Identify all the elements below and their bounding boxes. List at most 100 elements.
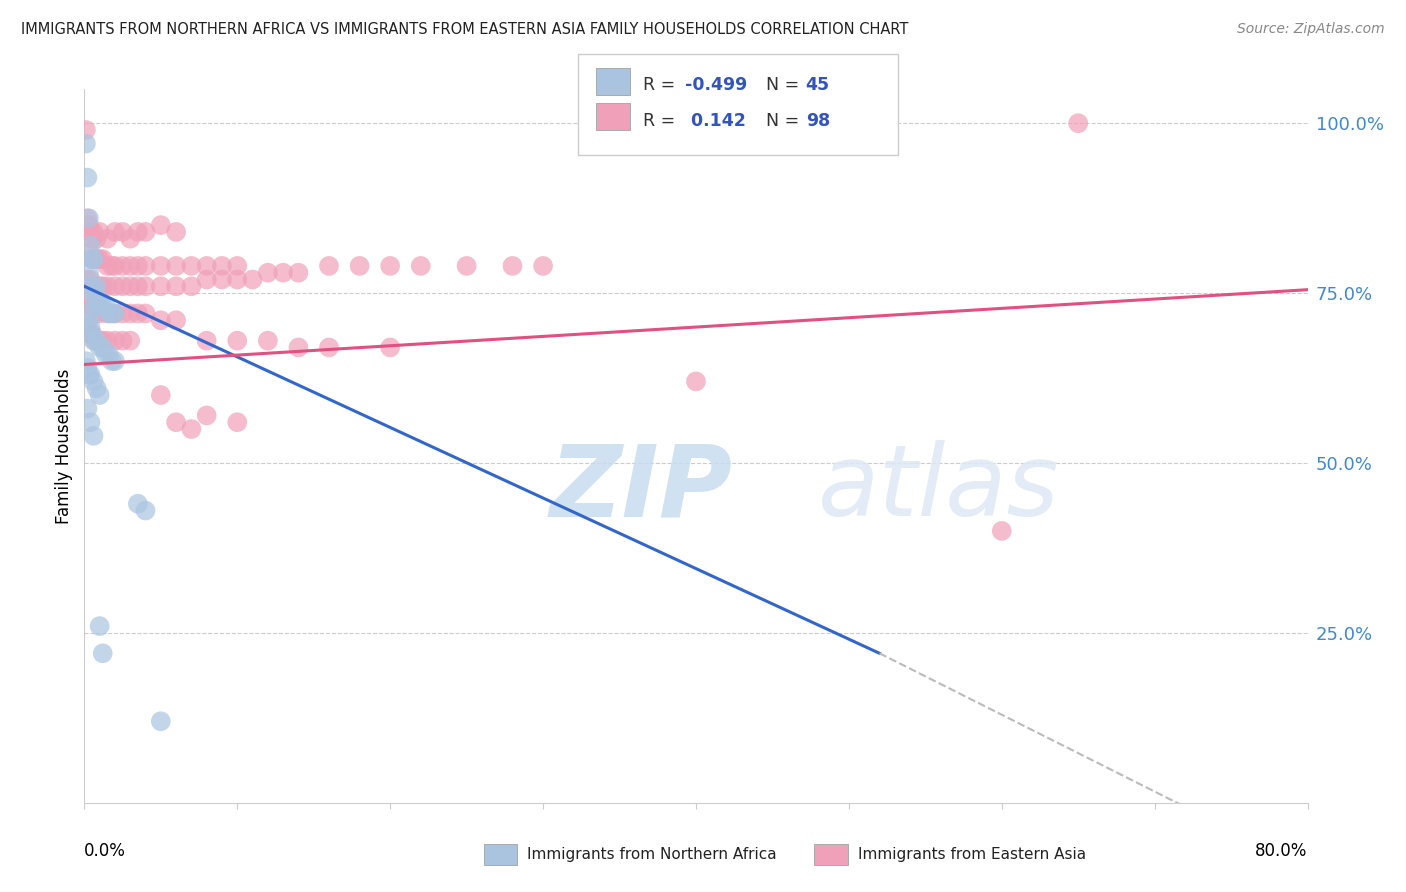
Point — [380, 341, 402, 355]
Y-axis label: Family Households: Family Households — [55, 368, 73, 524]
Point — [531, 259, 554, 273]
Point — [104, 225, 127, 239]
Point — [77, 326, 100, 341]
Point — [84, 306, 107, 320]
Text: R =: R = — [643, 76, 681, 94]
Text: Immigrants from Eastern Asia: Immigrants from Eastern Asia — [858, 847, 1085, 862]
Point — [104, 306, 127, 320]
Text: atlas: atlas — [818, 441, 1060, 537]
Point — [149, 279, 172, 293]
Point — [75, 136, 97, 151]
Point — [77, 313, 100, 327]
Point — [91, 646, 114, 660]
Point — [91, 334, 114, 348]
Point — [86, 334, 108, 348]
Point — [104, 279, 127, 293]
Point — [349, 259, 371, 273]
Text: 0.142: 0.142 — [685, 112, 745, 129]
Point — [226, 259, 249, 273]
Point — [94, 347, 117, 361]
Text: 45: 45 — [806, 76, 830, 94]
Point — [91, 341, 114, 355]
Point — [456, 259, 478, 273]
Point — [75, 123, 97, 137]
Point — [96, 306, 118, 320]
Point — [91, 279, 114, 293]
Point — [83, 252, 105, 266]
Point — [96, 279, 118, 293]
Point — [685, 375, 707, 389]
Point — [91, 252, 114, 266]
Point — [120, 259, 142, 273]
Point — [89, 252, 111, 266]
Point — [79, 368, 101, 382]
Point — [165, 225, 187, 239]
Point — [89, 388, 111, 402]
Point — [89, 225, 111, 239]
Point — [101, 354, 124, 368]
Point — [380, 259, 402, 273]
Point — [226, 334, 249, 348]
Point — [86, 381, 108, 395]
Point — [76, 170, 98, 185]
Point — [83, 252, 105, 266]
Point — [287, 266, 309, 280]
Point — [111, 334, 134, 348]
Point — [318, 259, 340, 273]
Point — [79, 225, 101, 239]
Text: ZIP: ZIP — [550, 441, 733, 537]
Point — [149, 313, 172, 327]
Point — [91, 300, 114, 314]
Point — [86, 232, 108, 246]
Point — [135, 306, 157, 320]
Point — [89, 619, 111, 633]
Point — [75, 354, 97, 368]
Point — [96, 232, 118, 246]
Point — [80, 279, 103, 293]
Point — [271, 266, 294, 280]
Point — [195, 334, 218, 348]
Point — [80, 252, 103, 266]
Point — [135, 259, 157, 273]
Point — [80, 326, 103, 341]
Point — [195, 259, 218, 273]
Point — [120, 279, 142, 293]
Point — [86, 279, 108, 293]
Point — [135, 503, 157, 517]
Point — [111, 306, 134, 320]
Point — [127, 279, 149, 293]
Point — [83, 225, 105, 239]
Point — [77, 211, 100, 226]
Point — [127, 306, 149, 320]
Point — [135, 279, 157, 293]
Point — [135, 225, 157, 239]
Point — [83, 286, 105, 301]
Point — [83, 334, 105, 348]
Point — [165, 313, 187, 327]
Point — [111, 259, 134, 273]
Point — [76, 306, 98, 320]
Point — [89, 341, 111, 355]
Point — [111, 225, 134, 239]
Point — [76, 401, 98, 416]
Point — [104, 354, 127, 368]
Point — [77, 266, 100, 280]
Point — [77, 293, 100, 307]
Point — [409, 259, 432, 273]
Point — [165, 259, 187, 273]
Point — [89, 306, 111, 320]
Point — [79, 320, 101, 334]
Point — [180, 259, 202, 273]
Point — [287, 341, 309, 355]
Point — [104, 334, 127, 348]
Point — [96, 334, 118, 348]
Point — [991, 524, 1014, 538]
Text: IMMIGRANTS FROM NORTHERN AFRICA VS IMMIGRANTS FROM EASTERN ASIA FAMILY HOUSEHOLD: IMMIGRANTS FROM NORTHERN AFRICA VS IMMIG… — [21, 22, 908, 37]
Point — [77, 368, 100, 382]
Point — [89, 334, 111, 348]
Point — [149, 218, 172, 232]
Text: R =: R = — [643, 112, 686, 129]
Point — [76, 272, 98, 286]
Point — [149, 714, 172, 729]
Point — [180, 279, 202, 293]
